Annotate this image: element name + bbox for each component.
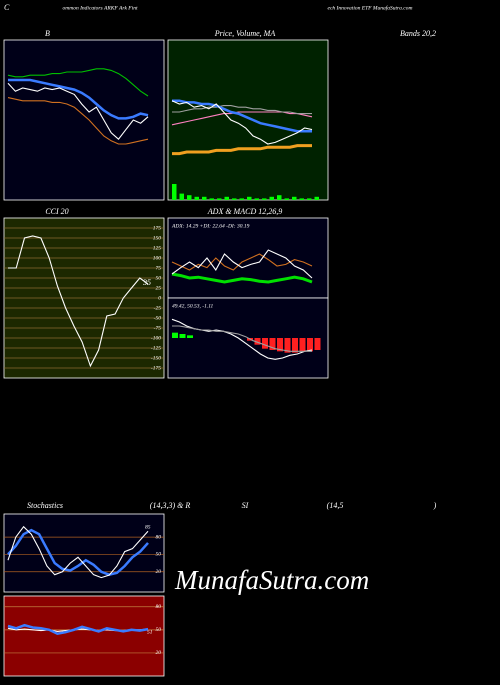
y-tick-label: 50 [156, 275, 162, 281]
volume-bar [292, 196, 297, 200]
panel-label: ADX & MACD 12,26,9 [207, 207, 282, 216]
y-tick-label: 20 [156, 569, 162, 575]
histogram-bar [284, 338, 291, 353]
volume-bar [224, 196, 229, 200]
volume-bar [299, 198, 304, 200]
volume-bar [232, 198, 237, 200]
volume-bar [239, 198, 244, 200]
annotation: 49.42, 50.53, -1.11 [172, 302, 214, 309]
annotation: 35 [142, 278, 151, 287]
y-tick-label: 150 [153, 235, 162, 241]
series-line [172, 105, 312, 115]
y-tick-label: -25 [154, 305, 162, 311]
y-tick-label: -100 [151, 335, 161, 341]
series-line [7, 82, 149, 140]
y-tick-label: 175 [153, 225, 162, 231]
annotation: ADX: 14.29 +DI: 22.64 -DI: 30.19 [171, 222, 250, 229]
y-tick-label: 50 [156, 552, 162, 558]
volume-bar [307, 198, 312, 200]
histogram-bar [307, 338, 313, 352]
histogram-bar [277, 338, 283, 352]
y-tick-label: -50 [154, 315, 162, 321]
histogram-bar [179, 334, 186, 338]
volume-bar [187, 195, 192, 200]
histogram-bar [262, 338, 268, 349]
series-line [7, 525, 149, 579]
histogram-bar [292, 338, 298, 353]
volume-bar [247, 196, 252, 200]
volume-bar [262, 198, 267, 200]
series-line [171, 249, 313, 279]
volume-bar [172, 184, 177, 200]
volume-bar [202, 196, 207, 200]
histogram-bar [314, 338, 321, 350]
y-tick-label: 25 [156, 285, 162, 291]
y-tick-label: 100 [153, 255, 162, 261]
series-line [7, 68, 149, 97]
y-tick-label: 75 [156, 265, 162, 271]
panel-label: (14,3,3) & R [150, 501, 191, 510]
histogram-bar [269, 338, 276, 350]
series-line [171, 111, 313, 126]
y-tick-label: 50 [156, 627, 162, 633]
header-text: C [4, 3, 10, 12]
header-text: ech Innovation ETF MunafaSutra.com [328, 4, 413, 11]
y-tick-label: 80 [156, 604, 162, 610]
histogram-bar [299, 338, 306, 352]
series-line [8, 78, 149, 120]
panel-label: Bands 20,2 [400, 29, 436, 38]
panel-label: Stochastics [27, 501, 63, 510]
volume-bar [209, 198, 214, 200]
y-tick-label: -125 [151, 345, 161, 351]
volume-bar [269, 196, 274, 200]
volume-bar [194, 196, 199, 200]
panel-label: Price, Volume, MA [214, 29, 276, 38]
series-line [8, 235, 149, 368]
volume-bar [179, 193, 184, 200]
histogram-bar [172, 332, 178, 338]
series-line [7, 623, 149, 636]
panel-label: SI [242, 501, 249, 510]
panel-label: B [45, 29, 50, 38]
y-tick-label: -150 [151, 355, 161, 361]
panel-label: (14,5 [327, 501, 344, 510]
panel [167, 217, 329, 299]
header-text: ommon Indicators ARKF Ark Fint [63, 5, 138, 11]
watermark: MunafaSutra.com [174, 565, 369, 595]
series-line [172, 144, 312, 156]
y-tick-label: 125 [153, 245, 162, 251]
y-tick-label: 20 [156, 650, 162, 656]
volume-bar [254, 198, 259, 200]
volume-bar [284, 198, 289, 200]
series-line [172, 325, 312, 352]
histogram-bar [187, 335, 193, 338]
series-line [172, 99, 312, 133]
annotation: 51 [147, 629, 153, 635]
series-line [171, 272, 313, 284]
y-tick-label: 0 [158, 295, 161, 301]
volume-bar [217, 198, 222, 200]
histogram-bar [254, 338, 261, 345]
series-line [7, 97, 149, 145]
panel-label: ) [433, 501, 437, 510]
annotation: 85 [145, 524, 151, 530]
volume-bar [314, 196, 319, 200]
y-tick-label: -175 [151, 365, 161, 371]
panel [3, 39, 165, 201]
panel-label: CCI 20 [45, 207, 68, 216]
volume-bar [277, 195, 282, 200]
y-tick-label: -75 [154, 325, 162, 331]
series-line [171, 100, 313, 145]
series-line [7, 528, 149, 577]
panel [3, 595, 165, 677]
y-tick-label: 80 [156, 534, 162, 540]
